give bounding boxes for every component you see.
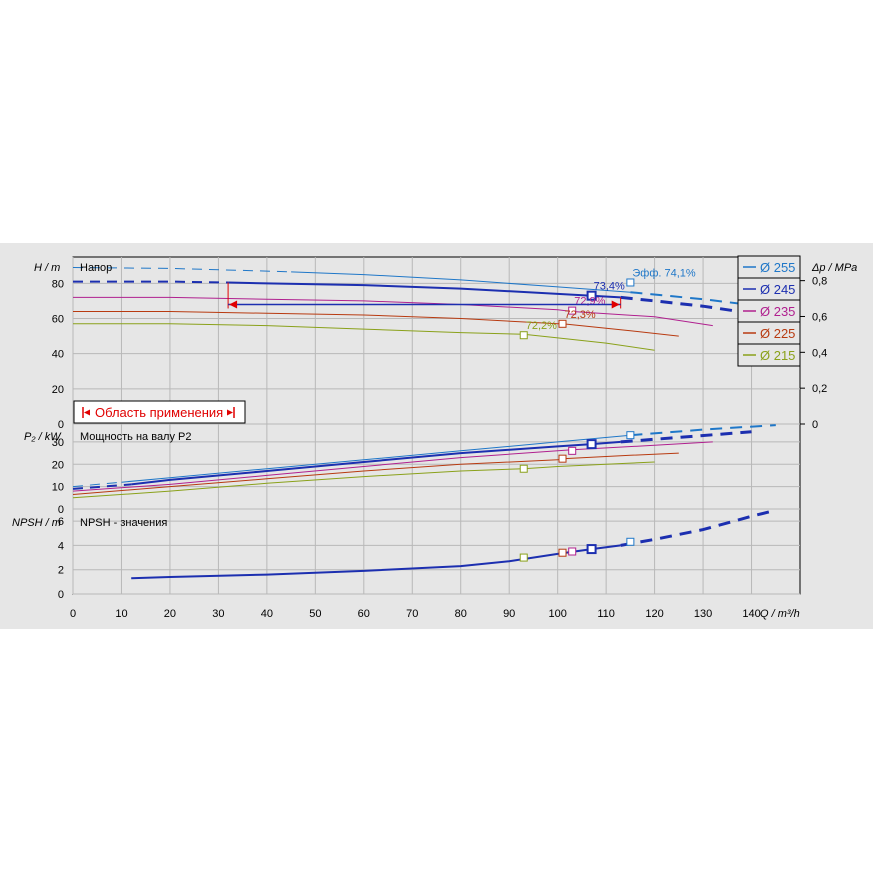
curve-d215 (73, 323, 655, 351)
y2-tick-label: 0 (812, 419, 818, 431)
x-tick-label: 10 (115, 608, 127, 620)
npsh-panel-title: NPSH - значения (80, 517, 167, 529)
x-tick-label: 30 (212, 608, 224, 620)
bep-label-d225: 72,3% (565, 309, 596, 321)
npsh-axis-label: NPSH / m (12, 517, 61, 529)
bep-marker-d245 (586, 544, 597, 555)
x-tick-label: 110 (597, 608, 615, 620)
bep-marker-d255 (626, 537, 635, 546)
y-tick-label: 80 (52, 278, 64, 290)
bep-marker-d225 (558, 548, 567, 557)
curve-d255-dashed-end (630, 424, 776, 437)
x-tick-label: 90 (503, 608, 515, 620)
bep-label-d235: 72,9% (574, 296, 605, 308)
bep-label-d215: 72,2% (526, 320, 557, 332)
y-tick-label: 0 (58, 589, 64, 601)
bep-marker-d235 (568, 446, 577, 455)
x-tick-label: 130 (694, 608, 712, 620)
bep-marker-d235 (568, 547, 577, 556)
bep-label-d245: 73,4% (594, 281, 625, 293)
curve-d235 (72, 441, 713, 492)
power-panel-title: Мощность на валу P2 (80, 431, 192, 443)
bep-marker-d215 (519, 331, 528, 340)
app-range-left-arrow (229, 300, 238, 309)
y-tick-label: 0 (58, 504, 64, 516)
y-tick-label: 10 (52, 482, 64, 494)
panel-frame-2 (72, 508, 801, 595)
x-tick-label: 0 (70, 608, 76, 620)
legend-label-d235: Ø 235 (760, 304, 795, 319)
curve-d245 (131, 544, 621, 580)
bep-marker-d255 (626, 431, 635, 440)
pressure-axis-label: Δp / MPa (811, 262, 857, 274)
x-tick-label: 50 (309, 608, 321, 620)
legend-label-d215: Ø 215 (760, 348, 795, 363)
legend: Ø 255 Ø 245 Ø 235 Ø 225 Ø 215 (737, 255, 801, 367)
pump-performance-chart: 0 10 20 30 40 50 60 70 80 90 100 110 120 130 140020406… (12, 255, 857, 620)
legend-label-d225: Ø 225 (760, 326, 795, 341)
curve-d245 (131, 440, 621, 486)
curve-d245-dashed-start (72, 483, 132, 490)
y-tick-label: 0 (58, 419, 64, 431)
y-tick-label: 4 (58, 540, 64, 552)
curve-d245 (228, 281, 621, 299)
y2-tick-label: 0,8 (812, 276, 827, 288)
bep-marker-d245 (586, 290, 597, 301)
head-panel-title: Напор (80, 262, 112, 274)
x-tick-label: 100 (548, 608, 566, 620)
curve-d225 (73, 311, 679, 337)
x-tick-label: 40 (261, 608, 273, 620)
curve-d215 (72, 461, 655, 499)
application-range-box: Область применения (73, 400, 246, 424)
bep-label-d255: Эфф. 74,1% (632, 267, 696, 279)
y2-tick-label: 0,2 (812, 383, 827, 395)
x-tick-label: 60 (358, 608, 370, 620)
x-tick-label: 140 (742, 608, 760, 620)
curve-d255-dashed-start (72, 481, 122, 488)
bep-marker-d215 (519, 464, 528, 473)
legend-cell-d215 (737, 343, 801, 367)
x-tick-label: 80 (455, 608, 467, 620)
curve-d255 (121, 434, 631, 483)
curve-d255 (291, 271, 631, 293)
y2-tick-label: 0,6 (812, 311, 827, 323)
y-tick-label: 40 (52, 349, 64, 361)
curve-d225 (72, 452, 679, 495)
flow-axis-label: Q / m³/h (760, 608, 800, 620)
head-axis-label: H / m (34, 262, 60, 274)
chart-frame: 0 10 20 30 40 50 60 70 80 90 100 110 120 130 140 0 20 40 6… (0, 243, 873, 629)
legend-label-d245: Ø 245 (760, 282, 795, 297)
y-tick-label: 20 (52, 459, 64, 471)
curve-d245-dashed-end (620, 295, 752, 315)
y-tick-label: 60 (52, 314, 64, 326)
x-tick-label: 20 (164, 608, 176, 620)
app-range-right-arrow (611, 300, 620, 309)
y-tick-label: 20 (52, 384, 64, 396)
bep-marker-d215 (519, 553, 528, 562)
curve-d255-dashed-start (72, 267, 292, 273)
y-tick-label: 30 (52, 437, 64, 449)
bep-marker-d245 (586, 439, 597, 450)
bep-marker-d225 (558, 454, 567, 463)
curve-d245-dashed-end (620, 509, 772, 547)
x-tick-label: 70 (406, 608, 418, 620)
x-tick-label: 120 (645, 608, 663, 620)
power-axis-label: P₂ / kW (24, 431, 62, 443)
bep-marker-d225 (558, 319, 567, 328)
y-tick-label: 2 (58, 565, 64, 577)
y-tick-label: 6 (58, 516, 64, 528)
curve-d245-dashed-start (73, 280, 229, 284)
curve-d245-dashed-end (620, 430, 752, 444)
y2-tick-label: 0,4 (812, 347, 827, 359)
bep-marker-d255 (626, 278, 635, 287)
bep-marker-d235 (568, 306, 577, 315)
application-range-label: Область применения (95, 405, 223, 420)
legend-label-d255: Ø 255 (760, 260, 795, 275)
